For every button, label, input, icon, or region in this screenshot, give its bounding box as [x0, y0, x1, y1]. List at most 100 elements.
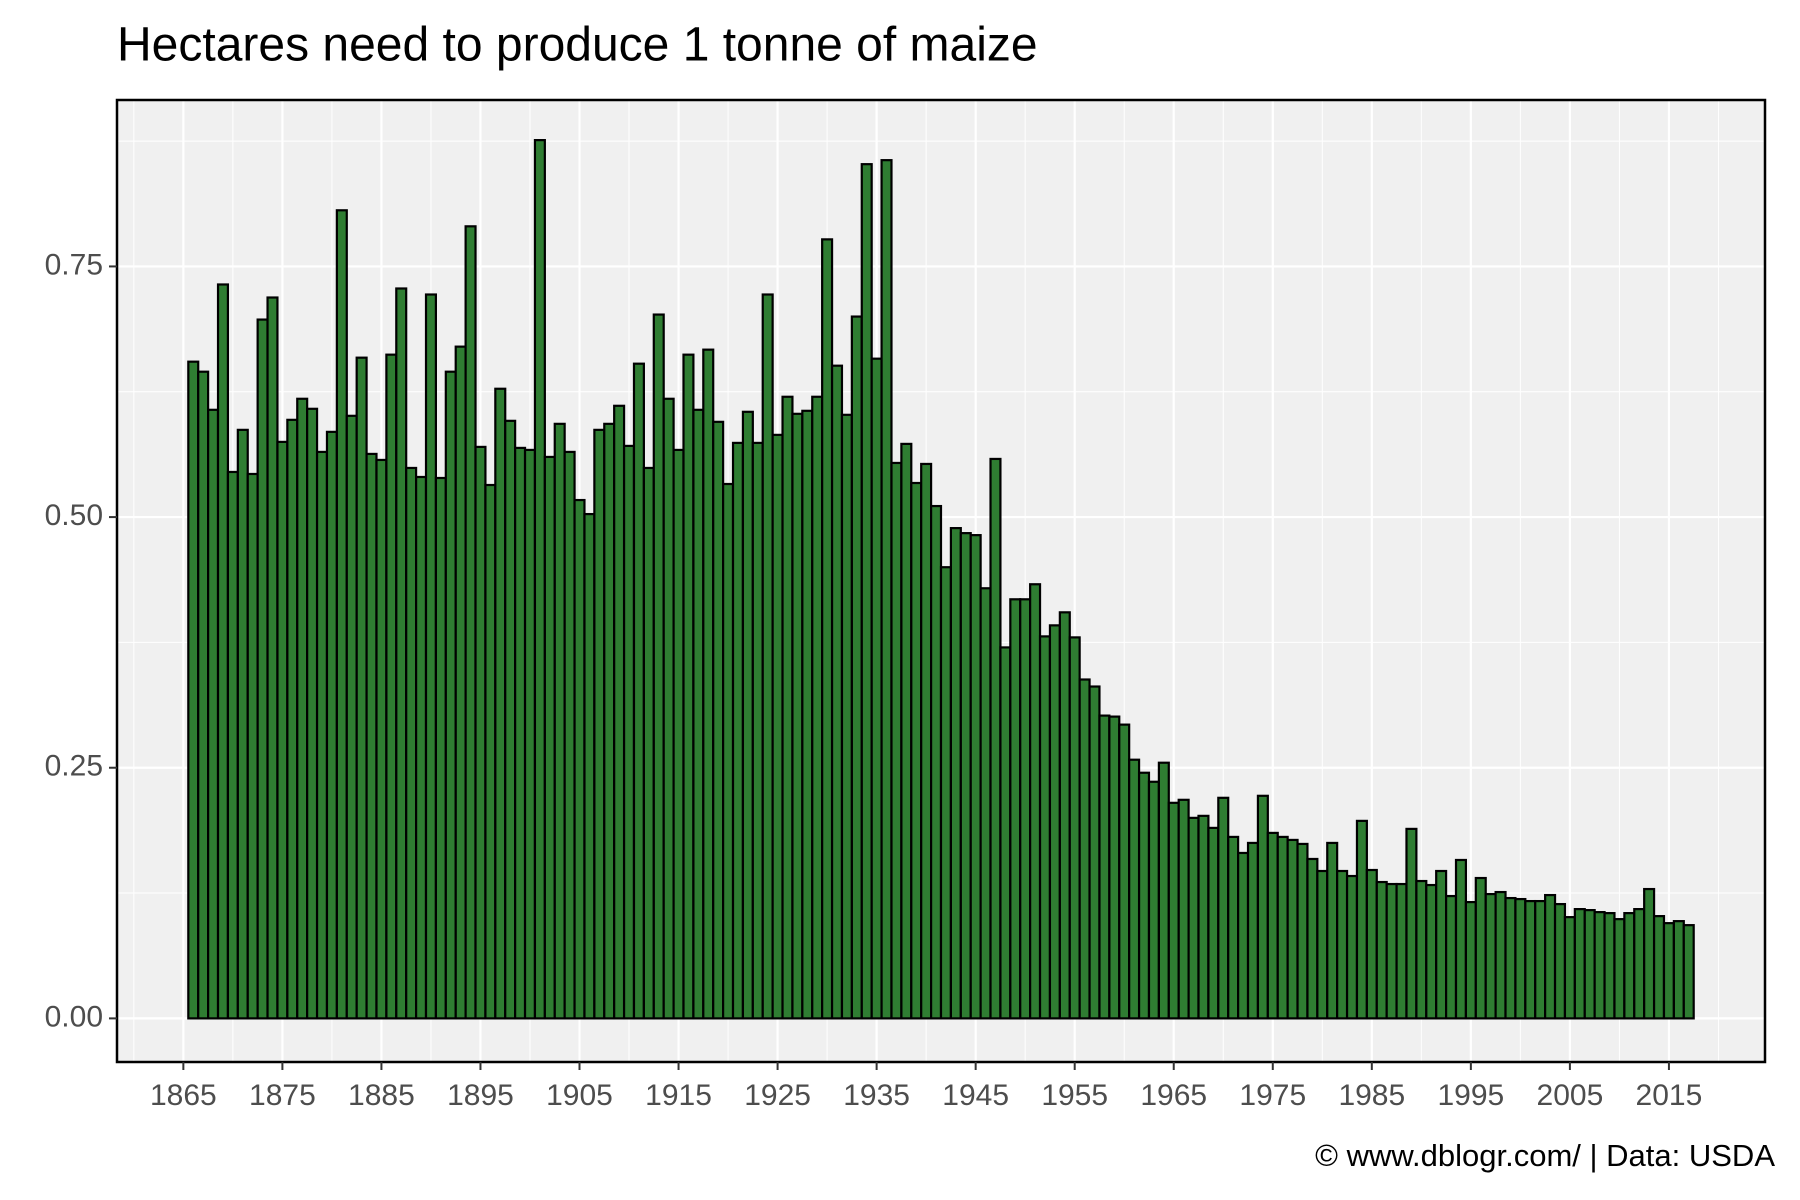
bar: [949, 527, 962, 1020]
bar: [1217, 796, 1230, 1020]
y-tick-label: 0.75: [45, 248, 103, 281]
bar: [1633, 908, 1646, 1020]
bar: [622, 444, 636, 1020]
x-tick-label: 1945: [942, 1079, 1009, 1112]
bar: [216, 283, 230, 1020]
bar: [286, 418, 299, 1020]
bar: [296, 397, 309, 1020]
bar: [543, 455, 556, 1020]
x-tick-label: 2015: [1636, 1079, 1703, 1112]
bar: [1256, 794, 1269, 1020]
bar: [781, 395, 794, 1020]
x-tick-label: 1915: [645, 1079, 712, 1112]
x-tick-label: 1865: [150, 1079, 217, 1112]
bar: [1454, 858, 1468, 1020]
bar: [1137, 771, 1151, 1020]
bar: [345, 414, 358, 1020]
x-tick-label: 2005: [1537, 1079, 1604, 1112]
bar: [920, 462, 933, 1020]
bar: [355, 356, 368, 1020]
x-tick-label: 1935: [843, 1079, 910, 1112]
bar: [1603, 912, 1616, 1020]
bar: [1296, 842, 1309, 1020]
bar: [1425, 883, 1438, 1020]
bar: [712, 420, 725, 1020]
bar: [236, 428, 249, 1020]
bar: [533, 139, 546, 1020]
bar: [1524, 899, 1537, 1020]
bar: [375, 458, 388, 1020]
bar: [1672, 920, 1685, 1020]
bar: [860, 163, 873, 1020]
bar: [385, 353, 398, 1020]
bar: [395, 287, 408, 1020]
x-tick-label: 1955: [1041, 1079, 1108, 1112]
chart-title: Hectares need to produce 1 tonne of maiz…: [117, 19, 1038, 72]
bar: [246, 472, 259, 1020]
bar: [642, 466, 655, 1020]
bar: [1534, 899, 1547, 1020]
bar: [890, 461, 903, 1020]
bar: [1098, 714, 1111, 1020]
bar: [821, 238, 834, 1020]
bar: [662, 397, 675, 1020]
bar: [365, 452, 378, 1020]
bar: [207, 408, 220, 1020]
bar: [1514, 897, 1527, 1020]
x-tick-label: 1875: [249, 1079, 316, 1112]
bar: [1108, 715, 1121, 1020]
bar: [504, 419, 517, 1020]
bar: [682, 353, 695, 1020]
x-tick-label: 1885: [348, 1079, 415, 1112]
bar: [603, 422, 616, 1020]
x-tick-label: 1905: [546, 1079, 613, 1112]
bar: [563, 450, 576, 1020]
bar: [276, 440, 289, 1020]
panel-border: [115, 98, 1767, 1064]
bar: [939, 566, 953, 1020]
bar: [1385, 882, 1398, 1020]
bar: [731, 441, 745, 1020]
bar: [811, 395, 824, 1020]
bar: [1365, 868, 1378, 1020]
bar: [1623, 912, 1636, 1020]
caption: © www.dblogr.com/ | Data: USDA: [1315, 1138, 1775, 1173]
bar: [1029, 583, 1042, 1020]
bar: [1316, 869, 1329, 1020]
bar: [1375, 880, 1388, 1020]
bar: [1573, 908, 1586, 1020]
bar: [1336, 869, 1349, 1020]
bar: [840, 413, 853, 1020]
x-tick-label: 1985: [1338, 1079, 1405, 1112]
bar: [1078, 678, 1091, 1020]
bar: [870, 357, 883, 1020]
bar: [672, 448, 685, 1020]
bar: [256, 318, 269, 1020]
bar: [692, 408, 705, 1020]
bar: [266, 296, 279, 1020]
bar: [1038, 635, 1052, 1020]
bar: [454, 345, 467, 1020]
bar: [1593, 911, 1606, 1020]
bar: [702, 348, 715, 1020]
y-tick-label: 0.50: [45, 499, 103, 532]
bar: [1355, 819, 1368, 1020]
bar: [910, 481, 923, 1020]
bar: [484, 483, 497, 1020]
bar: [424, 293, 438, 1020]
bar: [1058, 611, 1071, 1020]
bar: [187, 360, 200, 1020]
bar: [1484, 892, 1497, 1020]
bar: [573, 498, 586, 1020]
bar: [514, 446, 527, 1020]
bar: [1444, 894, 1458, 1020]
bar: [880, 159, 893, 1020]
bar: [1088, 685, 1101, 1020]
bar: [1128, 758, 1141, 1020]
bar: [761, 293, 774, 1020]
bar: [1118, 723, 1131, 1020]
bar: [1177, 798, 1190, 1020]
x-tick-label: 1895: [447, 1079, 514, 1112]
